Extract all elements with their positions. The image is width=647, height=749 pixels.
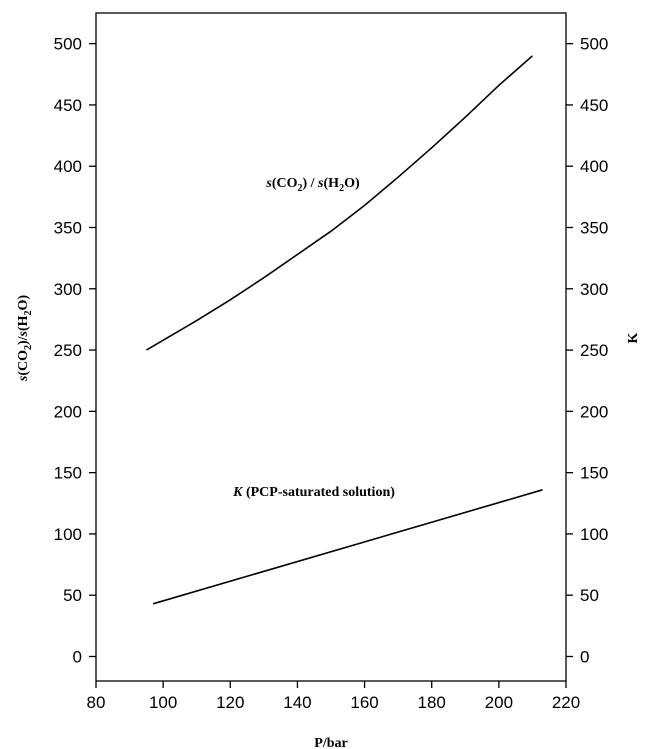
x-tick-label: 80 <box>87 693 106 712</box>
x-tick-label: 200 <box>485 693 513 712</box>
annotation-series-1: s(CO2) / s(H2O) <box>265 176 360 194</box>
left-y-tick-label: 50 <box>63 586 82 605</box>
right-y-tick-label: 450 <box>580 96 608 115</box>
series-line-1 <box>145 55 533 351</box>
x-tick-label: 180 <box>418 693 446 712</box>
right-y-tick-label: 50 <box>580 586 599 605</box>
x-axis-title: P/bar <box>314 736 347 749</box>
x-tick-label: 220 <box>552 693 580 712</box>
right-y-axis-title: K <box>626 332 641 343</box>
right-y-tick-label: 150 <box>580 464 608 483</box>
left-y-tick-label: 200 <box>54 402 82 421</box>
left-y-tick-label: 400 <box>54 157 82 176</box>
left-y-tick-label: 300 <box>54 280 82 299</box>
left-y-axis-title: s(CO2)/s(H2O) <box>16 295 34 383</box>
right-y-tick-label: 100 <box>580 525 608 544</box>
x-tick-label: 140 <box>283 693 311 712</box>
left-y-tick-label: 250 <box>54 341 82 360</box>
right-y-tick-label: 200 <box>580 402 608 421</box>
left-y-tick-label: 450 <box>54 96 82 115</box>
x-tick-label: 100 <box>149 693 177 712</box>
left-y-tick-label: 500 <box>54 35 82 54</box>
axis-ticks: 80 100 120 140 160 180 200 220 0 0 50 50 100 100 150 15… <box>54 35 609 712</box>
right-y-tick-label: 350 <box>580 218 608 237</box>
right-y-tick-label: 500 <box>580 35 608 54</box>
left-y-tick-label: 350 <box>54 218 82 237</box>
series-line-2 <box>152 489 543 605</box>
left-y-tick-label: 100 <box>54 525 82 544</box>
x-tick-label: 120 <box>216 693 244 712</box>
left-y-tick-label: 0 <box>73 647 82 666</box>
plot-frame <box>95 12 567 682</box>
left-y-tick-label: 150 <box>54 464 82 483</box>
right-y-tick-label: 0 <box>580 647 589 666</box>
x-tick-label: 160 <box>350 693 378 712</box>
right-y-tick-label: 400 <box>580 157 608 176</box>
right-y-tick-label: 250 <box>580 341 608 360</box>
right-y-tick-label: 300 <box>580 280 608 299</box>
series-layer <box>145 55 543 605</box>
annotation-series-2: K (PCP-saturated solution) <box>232 485 395 500</box>
